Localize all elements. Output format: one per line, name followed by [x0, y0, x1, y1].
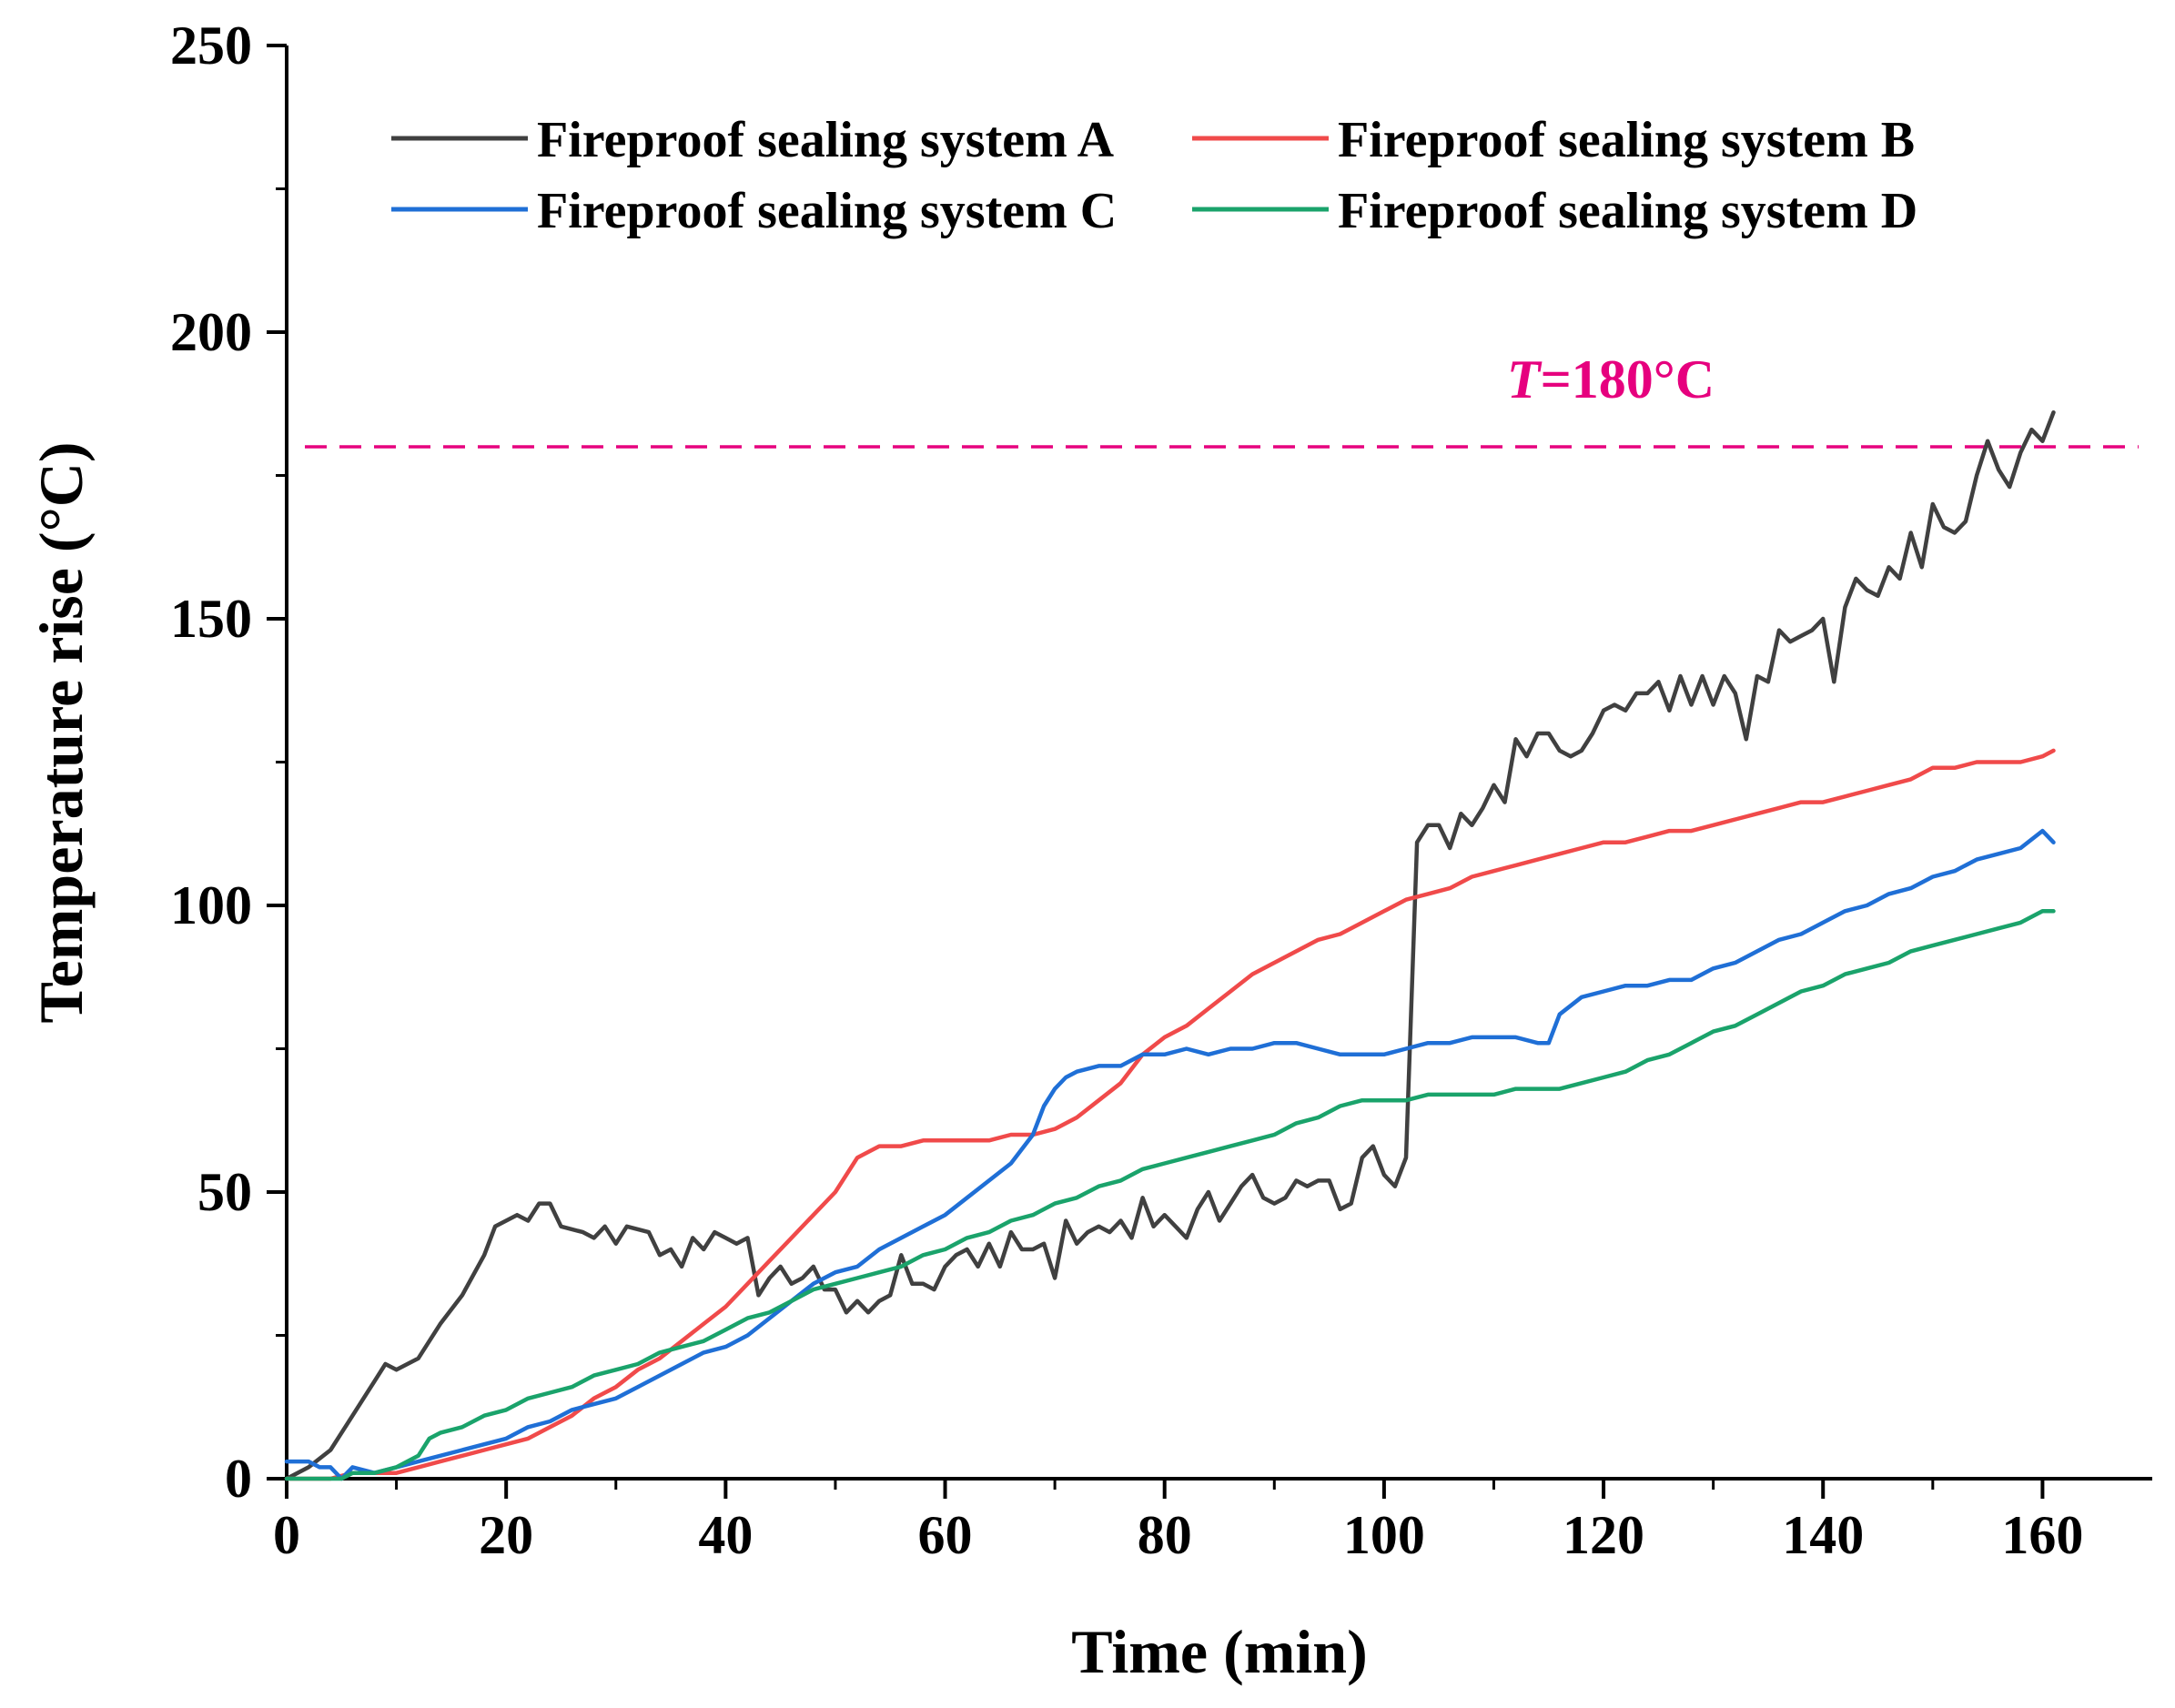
y-tick-label-250: 250 — [170, 15, 252, 76]
x-tick-label-20: 20 — [479, 1505, 533, 1565]
x-ticks: 0 20 40 60 80 100 120 140 160 — [273, 1479, 2083, 1565]
legend: Fireproof sealing system A Fireproof sea… — [391, 112, 1917, 239]
x-tick-label-40: 40 — [698, 1505, 753, 1565]
y-axis-title: Temperature rise (°C) — [26, 441, 96, 1023]
reference-label-value: =180°C — [1541, 349, 1715, 409]
y-tick-label-200: 200 — [170, 302, 252, 362]
series-line-b — [284, 748, 2056, 1481]
series-line-d — [284, 909, 2056, 1481]
x-axis-title: Time (min) — [1071, 1617, 1368, 1686]
x-tick-label-60: 60 — [918, 1505, 973, 1565]
y-tick-label-150: 150 — [170, 589, 252, 649]
series-line-a — [284, 409, 2056, 1481]
legend-label-b: Fireproof sealing system B — [1338, 112, 1915, 168]
y-tick-label-50: 50 — [197, 1162, 252, 1222]
series-group — [284, 409, 2056, 1481]
x-tick-label-140: 140 — [1782, 1505, 1864, 1565]
x-tick-label-100: 100 — [1343, 1505, 1425, 1565]
reference-label-italic: T — [1507, 349, 1543, 409]
x-tick-label-80: 80 — [1138, 1505, 1192, 1565]
y-tick-label-100: 100 — [170, 875, 252, 935]
legend-entry-d: Fireproof sealing system D — [1192, 183, 1917, 239]
y-tick-label-0: 0 — [225, 1449, 252, 1509]
x-tick-label-0: 0 — [273, 1505, 300, 1565]
legend-label-d: Fireproof sealing system D — [1338, 183, 1917, 239]
reference-line-label: T=180°C — [1507, 349, 1715, 409]
x-tick-label-120: 120 — [1563, 1505, 1644, 1565]
legend-entry-a: Fireproof sealing system A — [391, 112, 1115, 168]
x-tick-label-160: 160 — [2001, 1505, 2083, 1565]
series-line-c — [284, 828, 2056, 1481]
y-ticks: 0 50 100 150 200 250 — [170, 15, 287, 1509]
legend-entry-b: Fireproof sealing system B — [1192, 112, 1915, 168]
legend-label-c: Fireproof sealing system C — [537, 183, 1117, 239]
legend-label-a: Fireproof sealing system A — [537, 112, 1115, 168]
reference-line-group: T=180°C — [305, 349, 2139, 449]
legend-entry-c: Fireproof sealing system C — [391, 183, 1117, 239]
